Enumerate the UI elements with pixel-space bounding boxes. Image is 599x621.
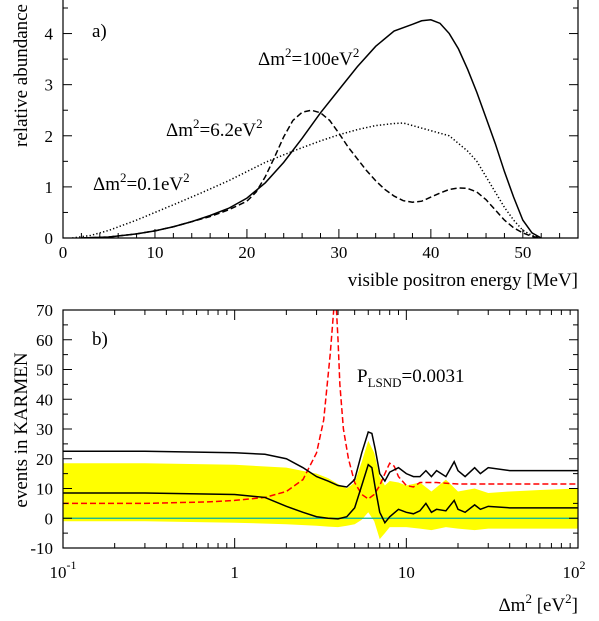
panel-b-series-0 — [63, 430, 578, 488]
panel-a-series-1 — [81, 109, 542, 238]
panel-b-y-tick-label-4: 30 — [36, 420, 53, 439]
panel-a-x-tick-label-4: 40 — [422, 243, 439, 262]
panel-b-series-1 — [63, 463, 578, 525]
panel-a-y-tick-label-1: 1 — [45, 178, 54, 197]
panel-b-y-tick-label-8: 70 — [36, 301, 53, 320]
panel-b-y-tick-label-1: 0 — [45, 509, 54, 528]
panel-a-series-label-0: Δm2=100eV2 — [258, 45, 359, 70]
panel-b-y-tick-label-2: 10 — [36, 480, 53, 499]
panel-a-label: a) — [92, 21, 107, 42]
panel-a-x-tick-label-2: 20 — [238, 243, 255, 262]
panel-a-y-axis-title: relative abundance — [11, 4, 32, 147]
panel-a: 0 10 20 30 40 50 0 1 2 3 4 Δm2=100eV2 Δm2=6.2eV2 Δm2=… — [11, 0, 579, 291]
panel-b-plot: 10-1 1 10 102 -10 0 10 20 30 40 50 60 70 PLSND=0.0031… — [30, 301, 585, 616]
panel-a-series-label-1: Δm2=6.2eV2 — [166, 116, 263, 141]
panel-b-x-axis-title: Δm2 [eV2] — [498, 591, 578, 616]
panel-b-series-2 — [63, 310, 578, 505]
panel-a-frame — [62, 0, 579, 239]
panel-a-x-tick-label-1: 10 — [146, 243, 163, 262]
panel-b-x-tick-label-2: 10 — [398, 563, 415, 582]
panel-b: 10-1 1 10 102 -10 0 10 20 30 40 50 60 70 PLSND=0.0031… — [11, 301, 586, 616]
panel-b-x-tick-label-0: 10-1 — [50, 558, 77, 582]
panel-b-y-tick-label-0: -10 — [30, 539, 53, 558]
panel-b-annotation: PLSND=0.0031 — [357, 366, 465, 390]
panel-b-y-tick-label-7: 60 — [36, 331, 53, 350]
panel-a-series-2 — [72, 122, 542, 238]
panel-a-x-tick-label-3: 30 — [330, 243, 347, 262]
panel-b-x-tick-label-1: 1 — [230, 563, 239, 582]
panel-a-y-tick-label-4: 4 — [45, 25, 54, 44]
panel-a-series-0 — [81, 18, 542, 238]
panel-b-y-tick-label-5: 40 — [36, 390, 53, 409]
panel-a-x-axis-title: visible positron energy [MeV] — [348, 270, 578, 291]
panel-a-series-label-2: Δm2=0.1eV2 — [93, 170, 190, 195]
panel-a-x-tick-label-0: 0 — [59, 243, 68, 262]
panel-b-x-tick-label-3: 102 — [563, 558, 586, 582]
panel-b-y-tick-label-3: 20 — [36, 450, 53, 469]
panel-b-label: b) — [92, 329, 108, 350]
panel-a-y-tick-label-3: 3 — [45, 76, 54, 95]
panel-b-y-tick-label-6: 50 — [36, 361, 53, 380]
panel-a-y-tick-label-0: 0 — [45, 229, 54, 248]
panel-b-y-axis-title: events in KARMEN — [11, 352, 32, 507]
panel-a-plot: 0 10 20 30 40 50 0 1 2 3 4 Δm2=100eV2 Δm2=6.2eV2 Δm2=… — [45, 0, 579, 262]
panel-a-x-tick-label-5: 50 — [514, 243, 531, 262]
panel-a-y-tick-label-2: 2 — [45, 127, 54, 146]
panel-b-band — [63, 440, 578, 540]
